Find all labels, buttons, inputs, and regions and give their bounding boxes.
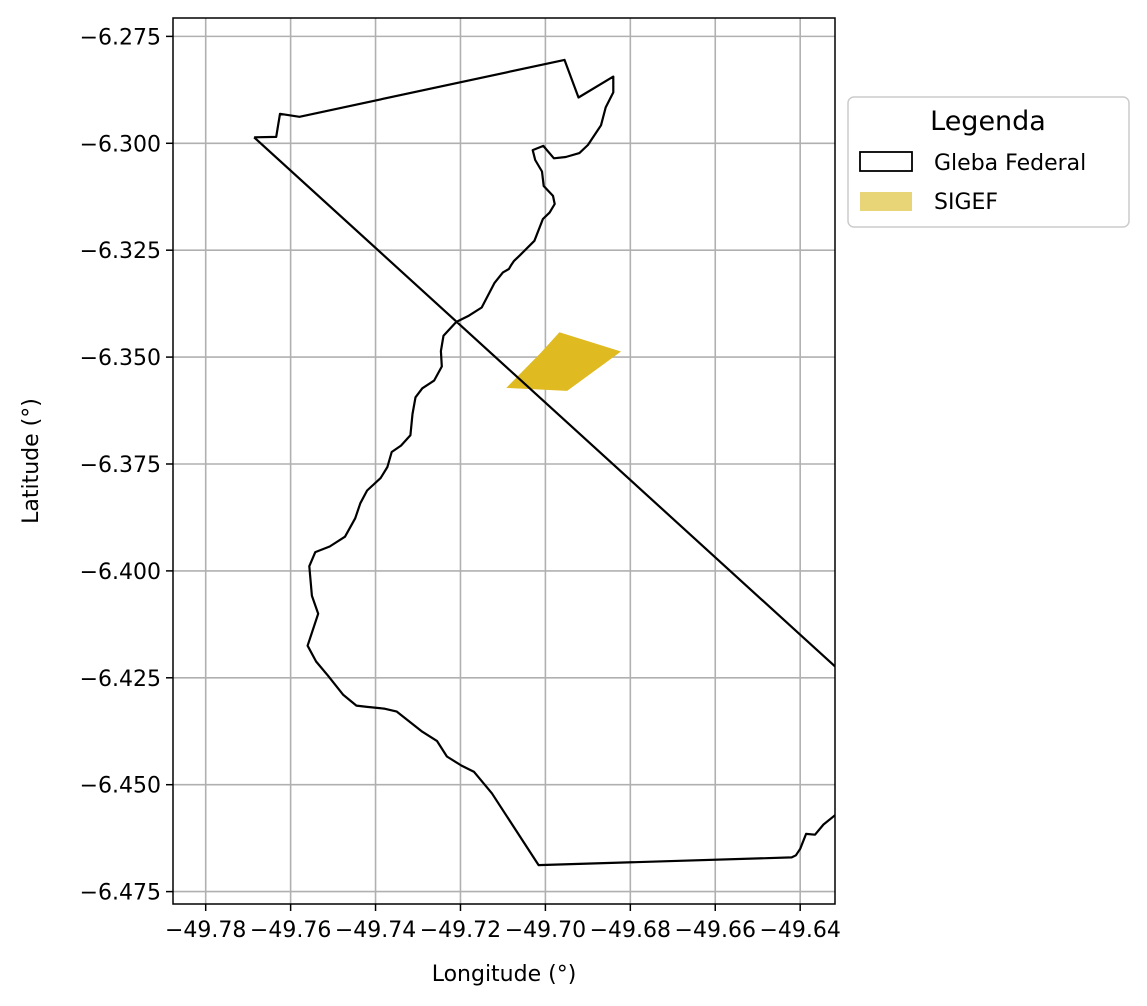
y-tick-label: −6.300 xyxy=(80,132,161,157)
sigef-polygon xyxy=(506,332,621,391)
x-tick-label: −49.72 xyxy=(420,918,501,943)
y-tick-label: −6.425 xyxy=(80,667,161,692)
y-tick-label: −6.375 xyxy=(80,453,161,478)
plot-area xyxy=(173,18,835,904)
x-tick-label: −49.76 xyxy=(250,918,331,943)
legend-swatch-gleba xyxy=(859,151,913,172)
x-tick-label: −49.74 xyxy=(335,918,416,943)
x-tick-label: −49.70 xyxy=(505,918,586,943)
y-tick-label: −6.350 xyxy=(80,346,161,371)
gleba-federal-outline xyxy=(253,58,835,867)
x-tick-label: −49.66 xyxy=(675,918,756,943)
legend-label-sigef: SIGEF xyxy=(934,190,998,215)
y-tick-label: −6.450 xyxy=(80,774,161,799)
legend: Legenda Gleba Federal SIGEF xyxy=(847,96,1130,228)
legend-swatch-sigef xyxy=(860,192,912,211)
x-tick-label: −49.68 xyxy=(590,918,671,943)
x-tick-label: −49.78 xyxy=(165,918,246,943)
legend-box xyxy=(847,96,1130,228)
axes-frame xyxy=(172,17,836,905)
y-tick-label: −6.400 xyxy=(80,560,161,585)
x-axis: −49.78 −49.76 −49.74 −49.72 −49.70 −49.68 −49.… xyxy=(165,904,841,943)
y-tick-label: −6.325 xyxy=(80,239,161,264)
y-axis: −6.275 −6.300 −6.325 −6.350 −6.375 −6.400 −6.4… xyxy=(80,25,173,906)
y-tick-label: −6.475 xyxy=(80,881,161,906)
y-axis-label: Latitude (°) xyxy=(19,398,44,524)
legend-title: Legenda xyxy=(930,106,1046,137)
legend-label-gleba: Gleba Federal xyxy=(934,151,1086,176)
grid xyxy=(173,18,835,904)
x-tick-label: −49.64 xyxy=(759,918,840,943)
y-tick-label: −6.275 xyxy=(80,25,161,50)
x-axis-label: Longitude (°) xyxy=(432,962,577,987)
